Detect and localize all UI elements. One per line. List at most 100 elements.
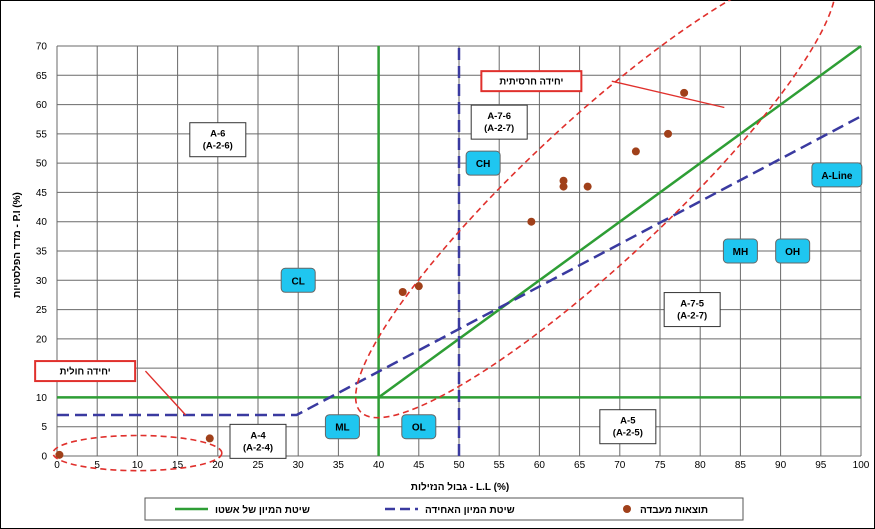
region-text: (A-2-7) xyxy=(484,123,514,134)
y-tick-label: 0 xyxy=(41,452,47,463)
x-tick-label: 35 xyxy=(333,460,345,471)
data-point xyxy=(583,182,592,191)
y-tick-label: 40 xyxy=(36,217,48,228)
x-tick-label: 95 xyxy=(815,460,827,471)
y-tick-label: 10 xyxy=(36,393,48,404)
callout-box xyxy=(480,70,583,93)
legend-label-lab: תוצאות מעבדה xyxy=(640,505,708,516)
region-label: ML xyxy=(324,414,360,440)
x-tick-label: 85 xyxy=(735,460,747,471)
y-tick-label: 65 xyxy=(36,71,48,82)
x-tick-label: 10 xyxy=(132,460,144,471)
callout-text: יחידה חרסיתית xyxy=(499,77,563,88)
region-text: A-4 xyxy=(250,430,266,441)
data-point xyxy=(680,88,689,97)
x-tick-label: 25 xyxy=(252,460,264,471)
classification-tag xyxy=(465,150,501,176)
region-labels: A-6(A-2-6)A-7-6(A-2-7)A-7-5(A-2-7)A-4(A-… xyxy=(189,104,863,459)
data-point xyxy=(559,182,568,191)
y-tick-label: 55 xyxy=(36,129,48,140)
y-tick-label: 5 xyxy=(41,422,47,433)
classification-tag xyxy=(775,238,811,264)
x-tick-label: 50 xyxy=(453,460,465,471)
classification-text: CL xyxy=(292,276,305,287)
data-point xyxy=(527,217,536,226)
y-tick-label: 60 xyxy=(36,100,48,111)
y-tick-label: 20 xyxy=(36,334,48,345)
y-tick-label: 45 xyxy=(36,188,48,199)
classification-tag xyxy=(722,238,758,264)
data-point xyxy=(559,176,568,185)
data-point xyxy=(205,434,214,443)
y-tick-label: 70 xyxy=(36,42,48,53)
region-box xyxy=(189,122,247,158)
legend-box xyxy=(144,497,744,521)
data-point xyxy=(631,147,640,156)
classification-text: CH xyxy=(476,159,490,170)
ellipse-layer xyxy=(52,0,837,472)
classification-text: MH xyxy=(733,247,749,258)
region-label: A-4(A-2-4) xyxy=(229,423,287,459)
x-tick-label: 75 xyxy=(654,460,666,471)
classification-text: OL xyxy=(412,423,426,434)
region-label: A-7-5(A-2-7) xyxy=(663,292,721,328)
region-label: CL xyxy=(280,267,316,293)
y-axis-label: מדד הפלסטיות - P.I (%) xyxy=(11,192,23,298)
classification-text: A-Line xyxy=(821,171,853,182)
x-tick-label: 60 xyxy=(534,460,546,471)
legend-label-uscs: שיטת המיון האחידה xyxy=(425,505,515,516)
data-point xyxy=(398,288,407,296)
classification-tag xyxy=(280,267,316,293)
x-tick-label: 20 xyxy=(212,460,224,471)
region-label: OL xyxy=(401,414,437,440)
x-tick-label: 80 xyxy=(695,460,707,471)
region-text: (A-2-6) xyxy=(203,141,233,152)
region-label: CH xyxy=(465,150,501,176)
classification-text: OH xyxy=(785,247,800,258)
classification-tag xyxy=(811,162,863,188)
y-tick-label: 25 xyxy=(36,305,48,316)
region-text: A-5 xyxy=(620,416,636,427)
x-tick-label: 0 xyxy=(54,460,60,471)
x-tick-labels: 0 5 10 15 20 25 30 35 40 45 50 55 60 65 70 75 80 85 90 95 10… xyxy=(54,460,870,471)
region-box xyxy=(599,409,657,445)
x-tick-label: 45 xyxy=(413,460,425,471)
region-text: (A-2-7) xyxy=(677,311,707,322)
data-point xyxy=(55,450,64,459)
x-tick-label: 100 xyxy=(853,460,870,471)
callout: יחידה חרסיתית xyxy=(480,70,583,93)
data-point xyxy=(414,282,423,291)
region-label: MH xyxy=(722,238,758,264)
uscs-line xyxy=(57,115,862,417)
region-text: (A-2-5) xyxy=(613,428,643,439)
legend-swatch-lab xyxy=(623,505,631,513)
callout: יחידה חולית xyxy=(34,360,137,383)
region-label: OH xyxy=(775,238,811,264)
classification-text: ML xyxy=(335,423,349,434)
region-label: A-Line xyxy=(811,162,863,188)
classification-tag xyxy=(401,414,437,440)
x-tick-label: 40 xyxy=(373,460,385,471)
classification-tag xyxy=(324,414,360,440)
y-tick-label: 35 xyxy=(36,247,48,258)
y-tick-label: 30 xyxy=(36,276,48,287)
region-text: A-7-6 xyxy=(487,111,511,122)
x-tick-label: 70 xyxy=(614,460,626,471)
region-box xyxy=(229,423,287,459)
grouping-ellipse xyxy=(354,0,837,419)
data-point xyxy=(664,129,673,138)
series-layer xyxy=(55,44,862,459)
region-text: A-6 xyxy=(210,129,225,140)
x-tick-label: 90 xyxy=(775,460,787,471)
region-text: A-7-5 xyxy=(680,299,704,310)
region-box xyxy=(470,104,528,140)
x-tick-label: 30 xyxy=(293,460,305,471)
callout-layer: יחידה חרסיתית יחידה חולית xyxy=(34,70,725,416)
legend: שיטת המיון של אשטו שיטת המיון האחידה תוצ… xyxy=(144,497,744,521)
callout-leader xyxy=(144,370,187,416)
region-label: A-5(A-2-5) xyxy=(599,409,657,445)
region-label: A-7-6(A-2-7) xyxy=(470,104,528,140)
callout-text: יחידה חולית xyxy=(60,367,111,378)
